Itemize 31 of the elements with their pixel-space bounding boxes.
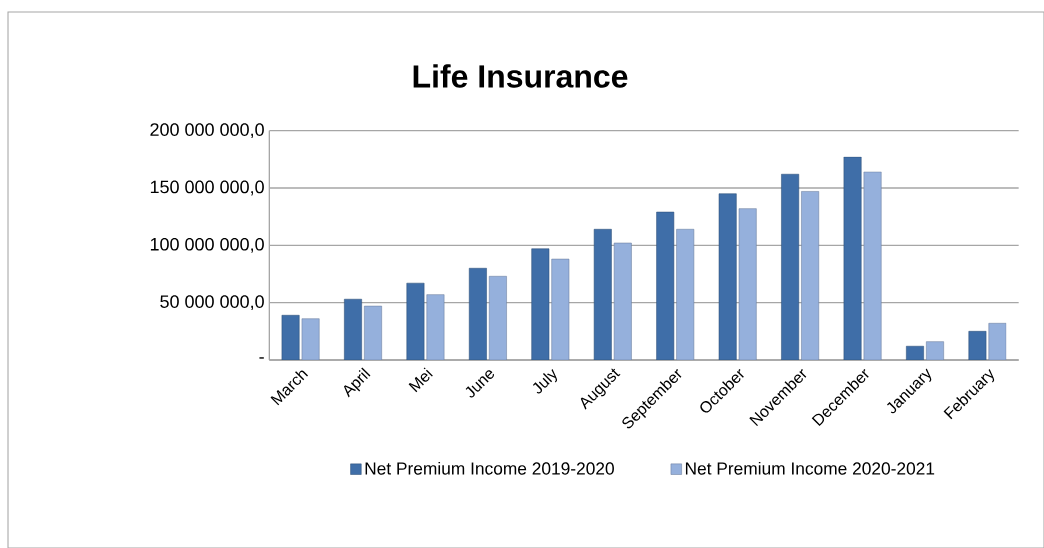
bar (863, 171, 882, 360)
bar (988, 323, 1007, 360)
bar (781, 173, 800, 360)
y-tick-label: 200 000 000,0 (150, 123, 264, 139)
bar (551, 258, 570, 360)
bar (593, 229, 612, 360)
x-tick-label: July (532, 368, 558, 394)
bar (301, 318, 320, 360)
bar (344, 298, 362, 360)
bar (843, 156, 862, 360)
bar (531, 248, 550, 360)
bar (426, 294, 445, 360)
y-tick-label: 150 000 000,0 (150, 180, 264, 196)
bar (364, 305, 382, 360)
bar (738, 208, 757, 360)
x-tick-label: Mei (408, 367, 433, 393)
bar (468, 267, 487, 360)
y-tick-label: 100 000 000,0 (150, 237, 264, 253)
bar (676, 229, 695, 360)
legend-label: Net Premium Income 2020-2021 (685, 461, 935, 475)
bar (801, 191, 820, 360)
bar (406, 282, 425, 360)
bar (613, 242, 632, 360)
bar (926, 341, 944, 360)
y-tick-label: 50 000 000,0 (160, 295, 264, 311)
bar (656, 211, 675, 360)
legend-label: Net Premium Income 2019-2020 (365, 461, 614, 475)
bar (718, 193, 737, 360)
bar (488, 276, 507, 360)
chart-title: Life Insurance (413, 64, 628, 88)
y-tick-label: - (259, 357, 264, 359)
